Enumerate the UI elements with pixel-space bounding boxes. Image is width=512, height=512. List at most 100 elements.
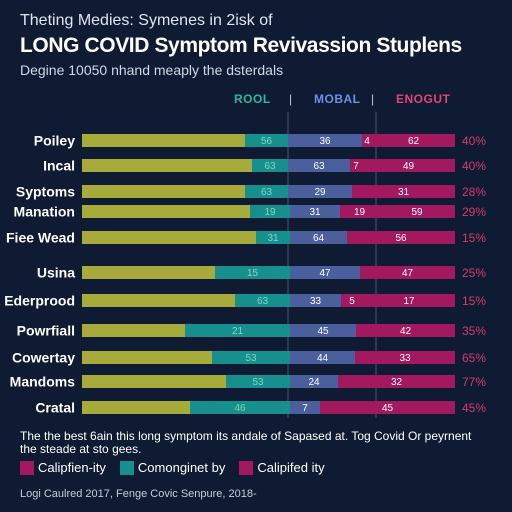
column-separator: | <box>371 92 375 106</box>
bar-segment <box>338 375 455 388</box>
segment-value-label: 19 <box>264 207 276 218</box>
segment-value-label: 53 <box>252 377 264 388</box>
bar-segment <box>82 375 226 388</box>
segment-value-label: 63 <box>257 296 269 307</box>
bar-segment <box>347 231 455 244</box>
bar-segment <box>82 231 256 244</box>
bar-segment <box>82 185 245 198</box>
category-label: Powrfiall <box>17 323 75 339</box>
segment-value-label: 42 <box>400 326 412 337</box>
segment-value-label: 47 <box>402 268 414 279</box>
bar-segment <box>352 185 455 198</box>
bar-segment <box>256 231 290 244</box>
segment-value-label: 19 <box>354 207 366 218</box>
segment-value-label: 36 <box>319 136 331 147</box>
segment-value-label: 64 <box>313 233 325 244</box>
bar-segment <box>363 294 455 307</box>
category-label: Syptoms <box>16 184 75 200</box>
bar-segment <box>340 205 379 218</box>
segment-value-label: 63 <box>261 187 273 198</box>
legend-item: Comonginet by <box>119 460 226 475</box>
segment-value-label: 32 <box>391 377 403 388</box>
segment-value-label: 59 <box>411 207 423 218</box>
bar-segment <box>288 159 350 172</box>
segment-value-label: 33 <box>310 296 322 307</box>
segment-value-label: 21 <box>232 326 244 337</box>
bar-segment <box>250 205 290 218</box>
legend-label: Comonginet by <box>137 460 226 475</box>
bar-segment <box>360 266 455 279</box>
segment-value-label: 46 <box>234 403 246 414</box>
category-label: Fiee Wead <box>6 230 75 246</box>
bar-segment <box>215 266 290 279</box>
bar-segment <box>362 134 372 147</box>
percentage-label: 35% <box>462 324 486 338</box>
legend-item: Calipfien-ity <box>20 460 106 475</box>
percentage-label: 40% <box>462 159 486 173</box>
segment-value-label: 49 <box>403 161 415 172</box>
segment-value-label: 53 <box>245 353 257 364</box>
category-label: Mandoms <box>10 374 76 390</box>
category-label: Cratal <box>35 400 75 416</box>
legend-item: Calipifed ity <box>239 460 325 475</box>
bar-segment <box>82 205 250 218</box>
percentage-label: 65% <box>462 351 486 365</box>
category-label: Poiley <box>34 133 75 149</box>
bar-segment <box>290 401 320 414</box>
segment-value-label: 31 <box>267 233 279 244</box>
bar-segment <box>290 294 341 307</box>
bar-segment <box>372 134 455 147</box>
percentage-label: 77% <box>462 375 486 389</box>
segment-value-label: 45 <box>317 326 329 337</box>
bar-segment <box>290 231 347 244</box>
bar-segment <box>190 401 290 414</box>
percentage-label: 28% <box>462 185 486 199</box>
legend: Calipfien-ity Comonginet by Calipifed it… <box>20 460 325 475</box>
bar-segment <box>82 401 190 414</box>
column-separator: | <box>289 92 293 106</box>
bar-segment <box>288 134 362 147</box>
legend-label: Calipifed ity <box>257 460 325 475</box>
legend-swatch <box>239 460 254 475</box>
chart-kicker: Theting Medies: Symenes in 2isk of <box>20 12 273 29</box>
segment-value-label: 4 <box>364 136 370 147</box>
legend-swatch <box>119 460 134 475</box>
segment-value-label: 63 <box>313 161 325 172</box>
percentage-label: 40% <box>462 134 486 148</box>
bar-segment <box>290 266 360 279</box>
bar-segment <box>212 351 290 364</box>
legend-label: Calipfien-ity <box>38 460 106 475</box>
category-label: Incal <box>43 158 75 174</box>
bar-segment <box>290 351 355 364</box>
chart-subtitle: Degine 10050 nhand meaply the dsterdals <box>20 62 284 78</box>
percentage-label: 25% <box>462 266 486 280</box>
category-label: Usina <box>37 265 75 281</box>
bar-segment <box>355 351 455 364</box>
segment-value-label: 17 <box>403 296 415 307</box>
segment-value-label: 33 <box>399 353 411 364</box>
segment-value-label: 45 <box>382 403 394 414</box>
bar-segment <box>245 185 288 198</box>
segment-value-label: 24 <box>308 377 320 388</box>
segment-value-label: 15 <box>247 268 259 279</box>
footnote: The the best 6ain this long symptom its … <box>20 429 472 456</box>
bar-segment <box>350 159 362 172</box>
bar-segment <box>290 324 356 337</box>
bar-segment <box>379 205 455 218</box>
bar-segment <box>290 205 340 218</box>
bar-segment <box>82 351 212 364</box>
bar-segment <box>320 401 455 414</box>
bar-segment <box>245 134 288 147</box>
bar-segment <box>288 185 352 198</box>
segment-value-label: 44 <box>317 353 329 364</box>
segment-value-label: 5 <box>349 296 355 307</box>
category-label: Manation <box>14 204 75 220</box>
bar-segment <box>341 294 363 307</box>
bar-segment <box>362 159 455 172</box>
segment-value-label: 7 <box>302 403 308 414</box>
column-header-mobal: MOBAL <box>314 92 361 106</box>
segment-value-label: 31 <box>398 187 410 198</box>
segment-value-label: 7 <box>353 161 359 172</box>
column-header-enogut: ENOGUT <box>396 92 451 106</box>
source-note: Logi Caulred 2017, Fenge Covic Senpure, … <box>20 488 257 500</box>
